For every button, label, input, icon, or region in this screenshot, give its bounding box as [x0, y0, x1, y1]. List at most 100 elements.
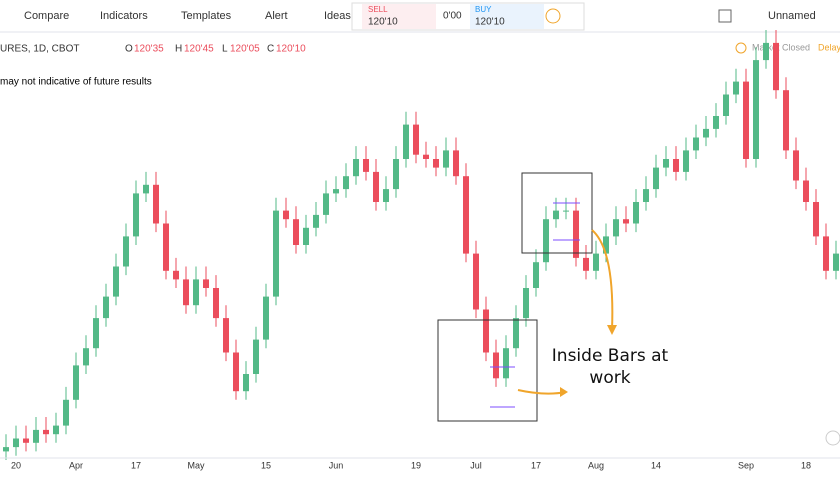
candle-body	[253, 339, 259, 374]
candle-body	[473, 253, 479, 310]
candle-body	[483, 309, 489, 353]
candle-body	[53, 425, 59, 435]
x-tick-label: Sep	[738, 460, 754, 470]
ideas-button[interactable]: Ideas	[324, 10, 351, 22]
scroll-button[interactable]	[825, 430, 840, 446]
candle-body	[103, 296, 109, 319]
candle-body	[263, 296, 269, 340]
candle-body	[333, 189, 339, 194]
candle-body	[23, 438, 29, 443]
checkbox[interactable]	[718, 9, 732, 23]
candle-body	[803, 180, 809, 202]
candle-body	[413, 124, 419, 155]
candle-body	[733, 81, 739, 95]
candle-body	[783, 90, 789, 151]
arrow-head	[560, 387, 568, 397]
candle-body	[293, 219, 299, 245]
annotation-box: Inside Bars at work	[552, 346, 668, 388]
candle-body	[793, 150, 799, 181]
candle-body	[773, 42, 779, 91]
buy-price: 120'10	[475, 17, 505, 28]
candle-body	[713, 116, 719, 129]
sell-price: 120'10	[368, 17, 398, 28]
candle-body	[73, 365, 79, 400]
alert-button[interactable]: Alert	[265, 10, 288, 22]
disclaimer: may not indicative of future results	[0, 77, 152, 88]
x-tick-label: Jul	[470, 460, 482, 470]
symbol: URES, 1D, CBOT	[0, 44, 79, 55]
x-tick-label: 17	[131, 460, 141, 470]
spread: 0'00	[443, 11, 462, 22]
candle-body	[243, 374, 249, 392]
candle-body	[13, 438, 19, 448]
arrow	[591, 229, 614, 331]
candle-body	[673, 159, 679, 172]
candle-body	[283, 210, 289, 220]
candle-body	[623, 219, 629, 224]
candle-body	[143, 184, 149, 194]
candle-body	[303, 227, 309, 245]
candle-body	[173, 270, 179, 280]
candle-body	[423, 154, 429, 159]
candle-body	[153, 184, 159, 224]
high-value: 120'45	[184, 44, 214, 55]
candle-body	[123, 236, 129, 267]
candle-body	[653, 167, 659, 190]
candle-body	[403, 124, 409, 159]
highlight-box	[521, 172, 593, 254]
x-tick-label: 20	[11, 460, 21, 470]
candle-body	[823, 236, 829, 271]
candle-body	[313, 214, 319, 228]
candle-body	[703, 128, 709, 138]
close-label: C	[267, 44, 274, 55]
candles	[3, 30, 839, 460]
sell-label: SELL	[368, 5, 388, 14]
candle-body	[113, 266, 119, 297]
x-tick-label: 18	[801, 460, 811, 470]
compare-button[interactable]: Compare	[24, 10, 69, 22]
x-tick-label: 15	[261, 460, 271, 470]
candle-body	[813, 202, 819, 237]
buy-box[interactable]	[470, 4, 544, 29]
candle-body	[323, 193, 329, 215]
sell-box[interactable]	[362, 4, 436, 29]
candle-body	[593, 253, 599, 271]
indicators-button[interactable]: Indicators	[100, 10, 148, 22]
candle-body	[353, 159, 359, 177]
info-icon[interactable]	[545, 8, 561, 24]
high-label: H	[175, 44, 182, 55]
candle-body	[513, 318, 519, 349]
candle-body	[63, 399, 69, 426]
buy-label: BUY	[475, 5, 492, 14]
candle-body	[683, 150, 689, 172]
candle-body	[443, 150, 449, 168]
open-label: O	[125, 44, 133, 55]
candle-body	[633, 202, 639, 224]
market-status: Market Closed	[752, 42, 810, 52]
candle-body	[363, 159, 369, 172]
candle-body	[763, 42, 769, 61]
candle-body	[233, 352, 239, 392]
candle-body	[223, 318, 229, 353]
candle-body	[833, 253, 839, 271]
candle-body	[553, 210, 559, 220]
low-value: 120'05	[230, 44, 260, 55]
templates-button[interactable]: Templates	[181, 10, 232, 22]
candle-body	[83, 348, 89, 366]
candle-body	[163, 223, 169, 271]
x-tick-label: 19	[411, 460, 421, 470]
candle-body	[743, 81, 749, 159]
candle-body	[663, 159, 669, 168]
candle-body	[183, 279, 189, 306]
candle-body	[613, 219, 619, 237]
candle-body	[343, 176, 349, 190]
open-value: 120'35	[134, 44, 164, 55]
candle-body	[393, 159, 399, 190]
candle-body	[193, 279, 199, 306]
candle-body	[503, 348, 509, 379]
layout-name[interactable]: Unnamed	[768, 10, 816, 22]
candle-body	[723, 94, 729, 116]
x-tick-label: Jun	[329, 460, 344, 470]
candle-body	[133, 193, 139, 237]
